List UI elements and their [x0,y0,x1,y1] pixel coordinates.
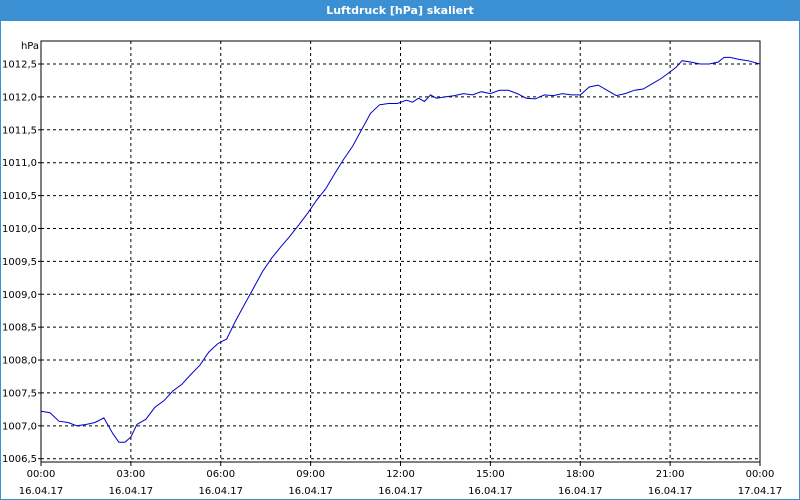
x-tick-date-label: 16.04.17 [378,486,423,497]
y-tick-label: 1006,5 [2,454,37,465]
series-layer [40,56,761,443]
window-title: Luftdruck [hPa] skaliert [1,1,799,21]
x-tick-time-label: 09:00 [296,469,325,480]
pressure-series-line [40,56,761,443]
x-tick-date-label: 17.04.17 [738,486,783,497]
x-tick-time-label: 00:00 [746,469,775,480]
y-tick-label: 1011,0 [2,158,37,169]
x-tick-time-label: 21:00 [656,469,685,480]
x-tick-date-label: 16.04.17 [468,486,513,497]
y-tick-label: 1011,5 [2,125,37,136]
y-tick-label: 1008,0 [2,356,37,367]
x-tick-date-label: 16.04.17 [288,486,333,497]
x-tick-time-label: 18:00 [566,469,595,480]
x-tick-date-label: 16.04.17 [109,486,154,497]
y-tick-label: 1010,5 [2,191,37,202]
y-tick-label: 1010,0 [2,224,37,235]
x-tick-date-label: 16.04.17 [648,486,693,497]
x-tick-date-label: 16.04.17 [558,486,603,497]
y-tick-label: 1007,0 [2,421,37,432]
x-tick-date-label: 16.04.17 [19,486,64,497]
x-tick-date-label: 16.04.17 [198,486,243,497]
grid-lines [41,41,760,462]
pressure-chart: 1006,5 1007,0 1007,5 1008,0 1008,5 1009,0 1009… [2,40,783,497]
y-tick-label: 1012,0 [2,92,37,103]
y-tick-label: 1008,5 [2,323,37,334]
x-tick-time-label: 12:00 [386,469,415,480]
x-tick-time-label: 06:00 [206,469,235,480]
y-tick-label: 1012,5 [2,60,37,71]
plot-frame [40,40,761,463]
y-axis-ticks: 1006,5 1007,0 1007,5 1008,0 1008,5 1009,0 1009… [2,60,41,465]
y-tick-label: 1009,5 [2,257,37,268]
x-tick-time-label: 00:00 [27,469,56,480]
x-tick-time-label: 03:00 [116,469,145,480]
y-tick-label: 1009,0 [2,290,37,301]
y-axis-label: hPa [21,41,39,52]
x-tick-time-label: 15:00 [476,469,505,480]
x-axis-ticks: 00:00 16.04.17 03:00 16.04.17 06:00 16.04.17 0… [19,462,783,497]
y-tick-label: 1007,5 [2,388,37,399]
